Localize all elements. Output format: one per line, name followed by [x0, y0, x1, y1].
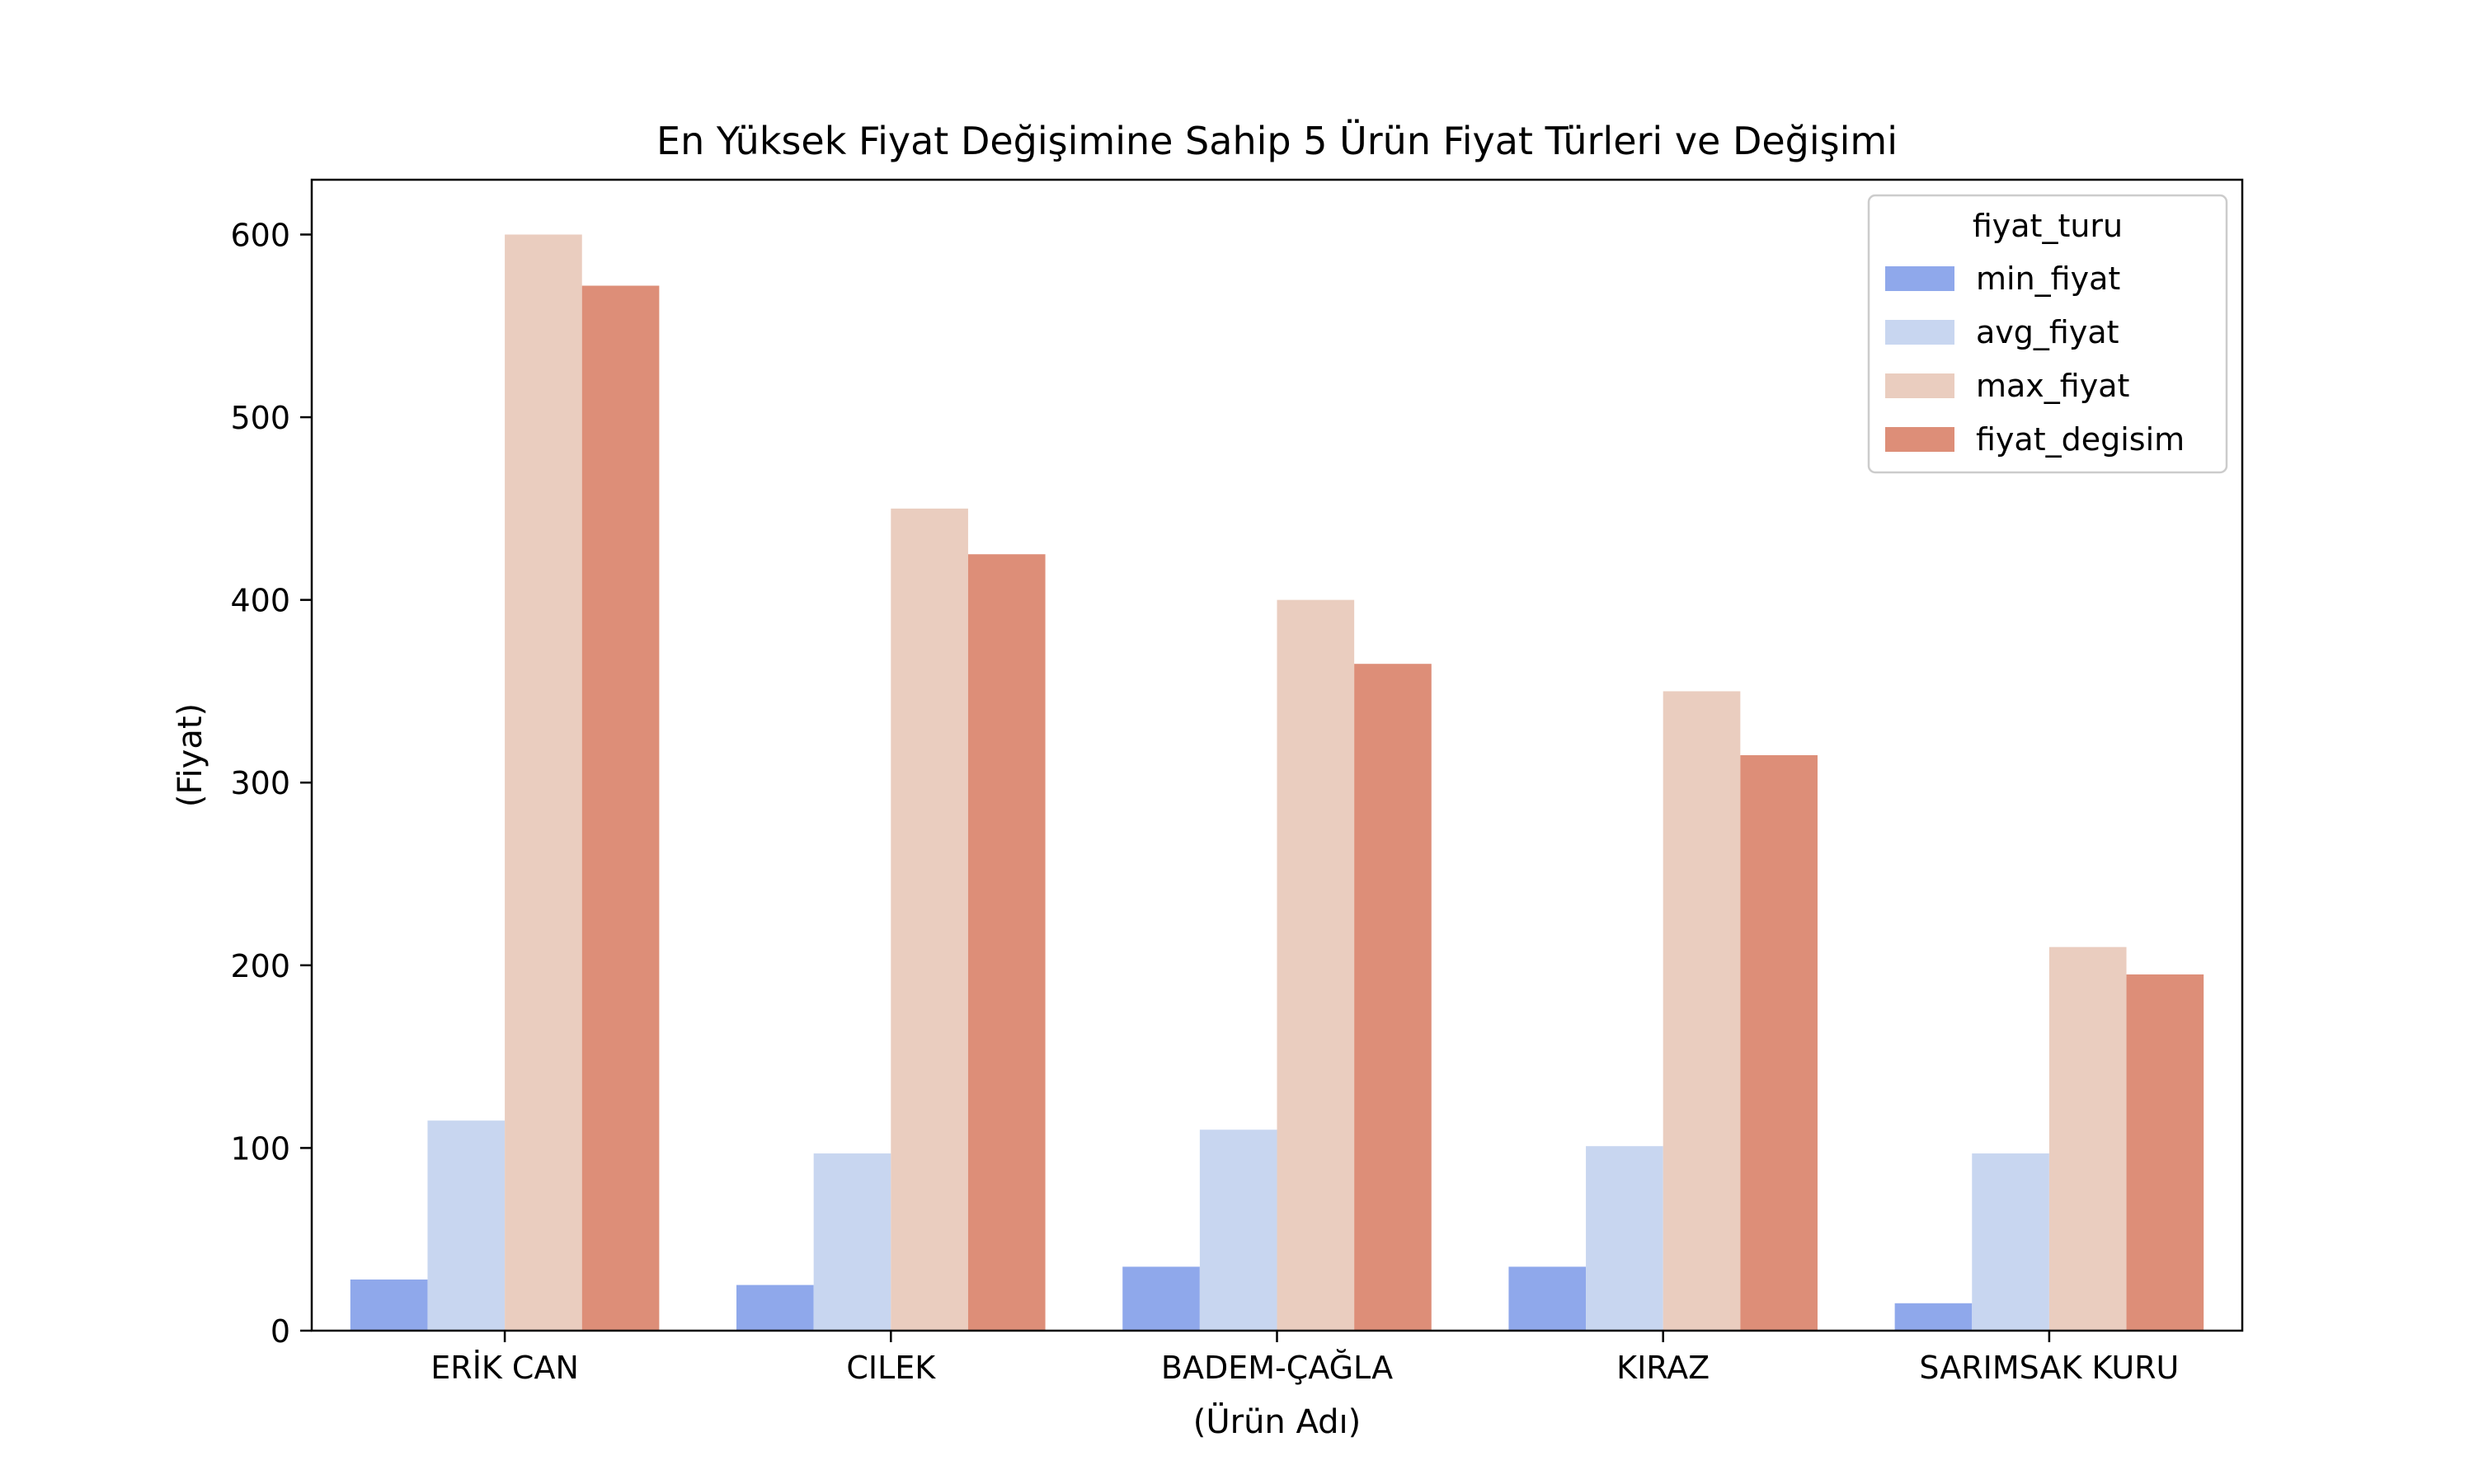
- bar-min_fiyat-3: [1508, 1266, 1586, 1331]
- x-tick-label: CILEK: [846, 1350, 936, 1386]
- y-tick-label: 300: [230, 765, 290, 801]
- y-tick-label: 400: [230, 583, 290, 619]
- bar-min_fiyat-1: [736, 1285, 814, 1331]
- bar-min_fiyat-0: [350, 1280, 428, 1331]
- x-axis: ERİK CAN CILEK BADEM-ÇAĞLA KIRAZ SARIMSAK KU…: [430, 1331, 2179, 1386]
- bar-fiyat_degisim-0: [582, 286, 660, 1331]
- x-tick-label: ERİK CAN: [430, 1350, 579, 1386]
- bar-max_fiyat-3: [1663, 691, 1741, 1331]
- legend-title: fiyat_turu: [1973, 208, 2123, 244]
- legend: fiyat_turu min_fiyat avg_fiyat max_fiyatfiy…: [1869, 195, 2227, 472]
- bar-avg_fiyat-0: [427, 1120, 505, 1331]
- x-tick-label: KIRAZ: [1616, 1350, 1710, 1386]
- bar-fiyat_degisim-4: [2127, 974, 2204, 1331]
- legend-label: fiyat_degisim: [1976, 421, 2185, 458]
- legend-label: avg_fiyat: [1976, 314, 2119, 350]
- bar-avg_fiyat-4: [1972, 1153, 2049, 1331]
- bar-avg_fiyat-2: [1200, 1129, 1277, 1331]
- x-tick-label: SARIMSAK KURU: [1919, 1350, 2179, 1386]
- y-axis: 0 100 200 300 400 500 600: [230, 217, 312, 1350]
- bar-max_fiyat-0: [505, 234, 582, 1331]
- chart-title: En Yüksek Fiyat Değişimine Sahip 5 Ürün …: [656, 119, 1898, 163]
- bar-max_fiyat-4: [2049, 947, 2127, 1331]
- x-tick-label: BADEM-ÇAĞLA: [1161, 1350, 1393, 1386]
- legend-swatch-min_fiyat: [1885, 266, 1954, 291]
- y-tick-label: 0: [270, 1313, 290, 1350]
- bar-min_fiyat-2: [1122, 1266, 1200, 1331]
- y-axis-label: (Fiyat): [172, 703, 209, 807]
- bar-max_fiyat-2: [1277, 600, 1355, 1331]
- y-tick-label: 500: [230, 400, 290, 436]
- y-tick-label: 600: [230, 217, 290, 253]
- bar-avg_fiyat-3: [1586, 1146, 1663, 1331]
- bar-fiyat_degisim-3: [1740, 755, 1818, 1331]
- legend-label: max_fiyat: [1976, 368, 2129, 404]
- legend-swatch-max_fiyat: [1885, 373, 1954, 398]
- y-tick-label: 100: [230, 1130, 290, 1167]
- bar-fiyat_degisim-2: [1354, 664, 1432, 1331]
- legend-swatch-avg_fiyat: [1885, 320, 1954, 345]
- x-axis-label: (Ürün Adı): [1193, 1402, 1362, 1441]
- bar-avg_fiyat-1: [814, 1153, 891, 1331]
- bar-max_fiyat-1: [891, 509, 968, 1331]
- legend-swatch-fiyat_degisim: [1885, 427, 1954, 452]
- y-tick-label: 200: [230, 948, 290, 984]
- legend-label: min_fiyat: [1976, 261, 2120, 297]
- bar-fiyat_degisim-1: [968, 554, 1046, 1331]
- bar-min_fiyat-4: [1895, 1303, 1973, 1331]
